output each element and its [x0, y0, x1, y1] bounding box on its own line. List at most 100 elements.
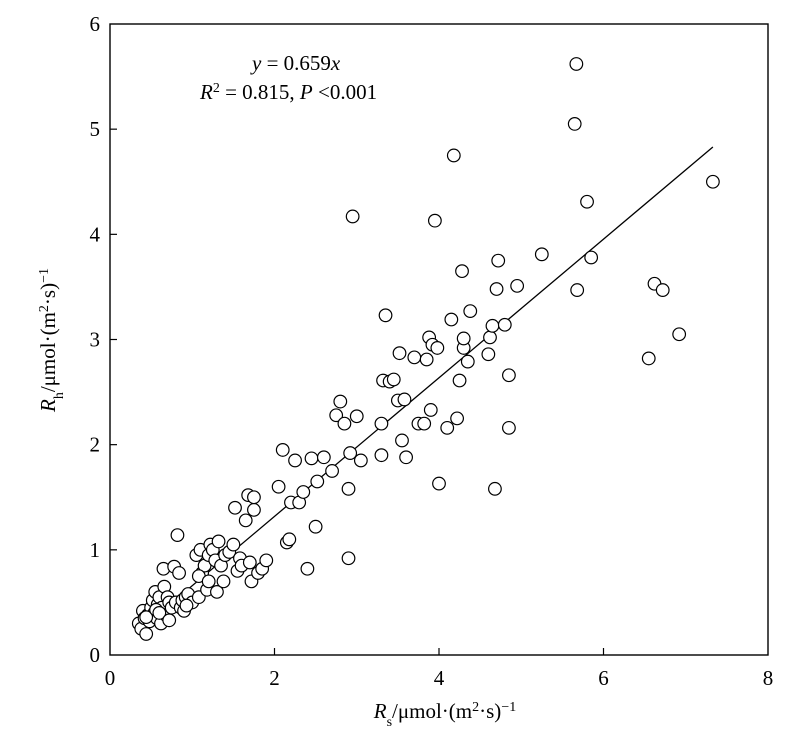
- data-point: [432, 476, 446, 491]
- y-tick-label: 5: [90, 117, 101, 141]
- data-point: [329, 408, 344, 423]
- data-point: [139, 627, 154, 641]
- y-tick-label: 6: [90, 12, 101, 36]
- data-point: [491, 253, 506, 268]
- data-point: [481, 347, 496, 362]
- data-point: [210, 585, 224, 599]
- data-point: [333, 394, 348, 409]
- labels-layer: y = 0.659x R2 = 0.815, P <0.001 Rs/μmol·…: [36, 51, 516, 730]
- x-tick-label: 8: [763, 666, 774, 690]
- data-point: [489, 282, 504, 296]
- x-tick-label: 6: [598, 666, 609, 690]
- data-point: [452, 373, 467, 388]
- data-point: [444, 312, 459, 327]
- data-point: [460, 354, 475, 369]
- data-point: [655, 283, 670, 297]
- data-point: [349, 409, 364, 424]
- data-point: [316, 450, 331, 465]
- data-point: [341, 481, 356, 496]
- data-point: [456, 331, 471, 346]
- data-point: [139, 610, 154, 625]
- data-point: [374, 416, 389, 431]
- data-point: [488, 481, 502, 496]
- y-tick-label: 4: [90, 222, 101, 246]
- data-point: [483, 330, 497, 345]
- data-point: [304, 451, 319, 466]
- data-point: [510, 278, 525, 293]
- data-point: [216, 574, 231, 589]
- r2-annotation: R2 = 0.815, P <0.001: [199, 80, 377, 104]
- y-tick-label: 0: [90, 643, 101, 667]
- data-point: [502, 368, 516, 383]
- data-point: [179, 598, 194, 613]
- data-point: [325, 464, 339, 478]
- data-point: [570, 283, 585, 297]
- data-point: [407, 350, 422, 365]
- data-point: [242, 555, 257, 570]
- data-point: [337, 416, 352, 431]
- data-point: [705, 174, 720, 189]
- x-axis-label: Rs/μmol·(m2·s)−1: [373, 699, 516, 730]
- data-point: [567, 117, 582, 131]
- equation-annotation: y = 0.659x: [250, 51, 341, 75]
- data-point: [296, 485, 311, 499]
- data-point: [288, 453, 302, 468]
- data-point: [271, 479, 286, 494]
- data-point: [353, 453, 368, 468]
- data-point: [170, 528, 185, 543]
- data-point: [282, 532, 297, 547]
- data-point: [247, 490, 261, 505]
- data-point: [392, 346, 407, 361]
- data-point: [275, 443, 290, 457]
- y-tick-label: 3: [90, 328, 101, 352]
- data-point: [672, 327, 687, 342]
- data-point: [378, 308, 393, 323]
- data-point: [226, 537, 241, 552]
- data-point: [450, 411, 464, 426]
- data-point: [430, 341, 445, 355]
- data-point: [374, 448, 389, 463]
- data-point: [397, 392, 412, 407]
- data-point: [417, 416, 432, 431]
- data-point: [211, 534, 226, 549]
- data-point: [247, 502, 261, 517]
- data-point: [228, 500, 242, 515]
- data-point: [446, 148, 461, 163]
- data-point: [584, 250, 599, 265]
- data-point: [238, 513, 253, 528]
- data-points-layer: [131, 57, 720, 641]
- data-point: [345, 209, 360, 224]
- data-point: [259, 553, 274, 568]
- data-point: [419, 352, 434, 367]
- data-point: [569, 57, 584, 71]
- data-point: [463, 304, 478, 319]
- x-tick-label: 4: [434, 666, 445, 690]
- data-point: [455, 264, 469, 279]
- ticks-layer: 0 2 4 6 8 0 1 2 3 4 5 6: [90, 12, 774, 690]
- y-tick-label: 2: [90, 433, 101, 457]
- x-tick-label: 2: [269, 666, 280, 690]
- y-axis-label: Rh/μmol·(m2·s)−1: [36, 268, 67, 413]
- data-point: [172, 566, 186, 580]
- x-tick-label: 0: [105, 666, 116, 690]
- data-point: [440, 420, 455, 435]
- data-point: [399, 450, 414, 465]
- data-point: [395, 433, 409, 448]
- data-point: [310, 474, 325, 489]
- data-point: [386, 372, 401, 387]
- y-tick-label: 1: [90, 538, 101, 562]
- data-point: [300, 561, 315, 576]
- data-point: [502, 420, 516, 435]
- data-point: [162, 613, 177, 628]
- data-point: [308, 519, 323, 534]
- data-point: [485, 318, 500, 333]
- data-point: [343, 446, 358, 460]
- data-point: [497, 317, 512, 332]
- data-point: [201, 574, 216, 589]
- data-point: [423, 403, 438, 417]
- data-point: [152, 606, 167, 620]
- data-point: [641, 351, 656, 366]
- data-point: [427, 213, 442, 228]
- data-point: [580, 194, 594, 209]
